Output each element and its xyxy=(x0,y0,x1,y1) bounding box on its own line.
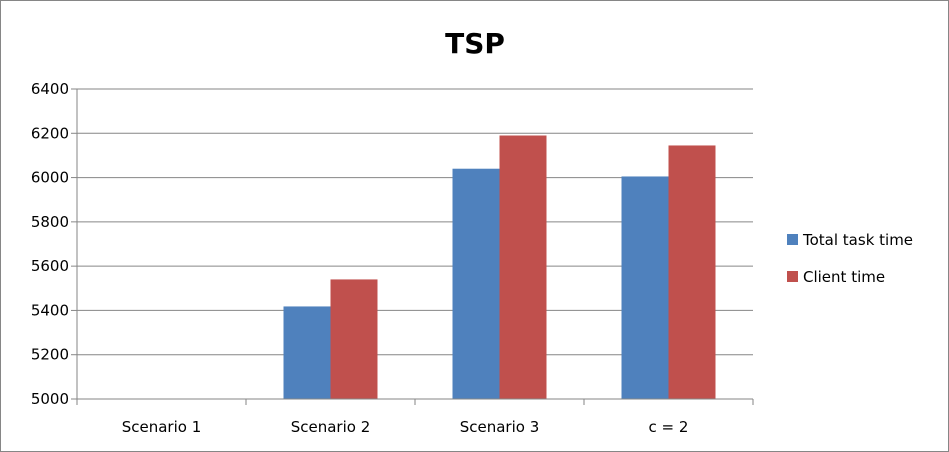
x-tick-label: Scenario 3 xyxy=(460,418,540,436)
y-tick-label: 6400 xyxy=(31,80,69,98)
bar-client-time xyxy=(499,135,547,399)
y-tick-label: 5200 xyxy=(31,346,69,364)
bar-total-task-time xyxy=(621,176,669,399)
x-tick-label: Scenario 1 xyxy=(122,418,202,436)
bars xyxy=(283,135,716,399)
y-tick-label: 5400 xyxy=(31,301,69,319)
bar-client-time xyxy=(330,279,378,399)
legend-swatch xyxy=(787,234,798,245)
y-axis-ticks: 5000 5200 5400 5600 5800 6000 6200 6400 xyxy=(31,80,77,408)
y-tick-label: 6200 xyxy=(31,124,69,142)
legend-swatch xyxy=(787,271,798,282)
x-tick-label: c = 2 xyxy=(649,418,689,436)
legend-label: Total task time xyxy=(802,231,913,249)
bar-client-time xyxy=(668,145,716,399)
bar-total-task-time xyxy=(452,168,500,399)
y-tick-label: 6000 xyxy=(31,169,69,187)
legend: Total task time Client time xyxy=(787,231,913,286)
legend-label: Client time xyxy=(803,268,885,286)
chart-title: TSP xyxy=(445,27,505,60)
x-axis-ticks: Scenario 1 Scenario 2 Scenario 3 c = 2 xyxy=(76,399,754,436)
y-tick-label: 5800 xyxy=(31,213,69,231)
gridlines xyxy=(77,88,753,356)
y-tick-label: 5000 xyxy=(31,390,69,408)
y-tick-label: 5600 xyxy=(31,257,69,275)
x-tick-label: Scenario 2 xyxy=(291,418,371,436)
bar-total-task-time xyxy=(283,306,331,399)
